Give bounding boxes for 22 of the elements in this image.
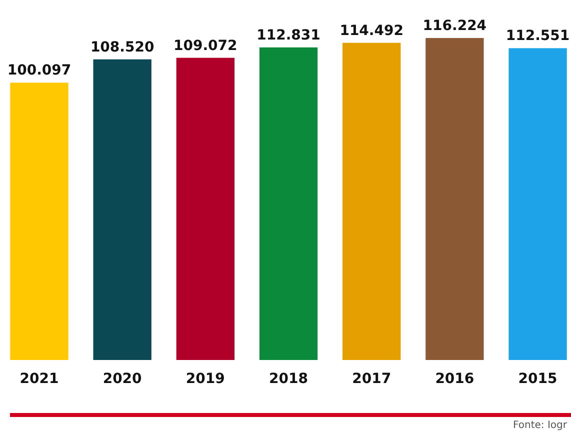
bar xyxy=(426,38,484,360)
data-label: 108.520 xyxy=(90,39,154,56)
data-label: 112.551 xyxy=(506,28,570,44)
bar xyxy=(93,59,152,360)
bar xyxy=(342,42,401,360)
data-label: 114.492 xyxy=(340,22,404,39)
source-note: Fonte: Iogr xyxy=(513,420,568,431)
data-label: 109.072 xyxy=(174,38,238,54)
x-tick-label: 2015 xyxy=(518,371,558,387)
x-tick-label: 2017 xyxy=(352,371,392,387)
data-label: 100.097 xyxy=(7,62,72,79)
x-tick-label: 2020 xyxy=(102,371,142,387)
x-tick-label: 2021 xyxy=(20,371,59,387)
bar xyxy=(259,47,318,360)
x-tick-label: 2019 xyxy=(186,371,225,387)
bar xyxy=(508,48,567,360)
x-tick-label: 2018 xyxy=(269,371,308,387)
data-label: 116.224 xyxy=(422,18,487,34)
data-label: 112.831 xyxy=(256,27,320,44)
bar xyxy=(10,82,68,360)
bar xyxy=(176,58,234,360)
x-tick-label: 2016 xyxy=(435,371,474,387)
